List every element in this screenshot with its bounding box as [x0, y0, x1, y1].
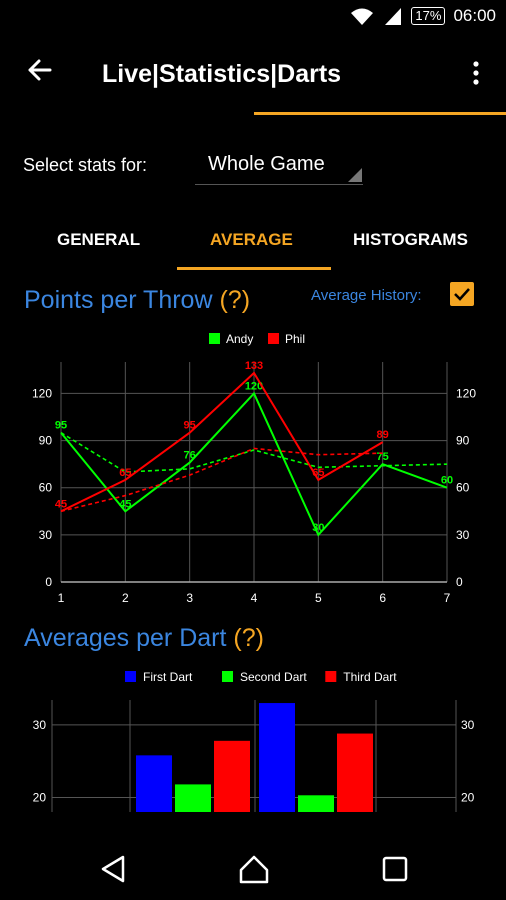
- bar-third-dart: [337, 733, 373, 812]
- data-label-phil: 89: [377, 429, 389, 441]
- app-bar: Live|Statistics|Darts: [0, 36, 506, 114]
- points-per-throw-help[interactable]: (?): [219, 286, 251, 314]
- battery-indicator: 17%: [411, 7, 446, 25]
- app-title: Live|Statistics|Darts: [102, 60, 342, 88]
- data-label-phil: 65: [312, 467, 324, 479]
- status-bar: 17% 06:00: [0, 0, 506, 36]
- legend-label-phil: Phil: [285, 332, 305, 346]
- y-tick-label-right: 60: [456, 481, 470, 495]
- legend-swatch-phil: [268, 333, 279, 344]
- averages-per-dart-chart: First Dart Second Dart Third Dart 20 20 30 30: [33, 670, 475, 812]
- x-tick-label: 1: [58, 591, 65, 605]
- data-label-andy: 95: [55, 420, 67, 432]
- app-bar-accent-line: [254, 112, 506, 115]
- back-arrow-icon[interactable]: [26, 58, 52, 82]
- bar-second-dart: [175, 784, 211, 812]
- data-label-phil: 95: [184, 420, 196, 432]
- average-history-checkbox[interactable]: [450, 282, 474, 306]
- series-line-andy: [60, 391, 448, 537]
- x-tick-label: 3: [186, 591, 193, 605]
- legend-swatch-second-dart: [222, 671, 233, 682]
- data-label-andy: 75: [377, 451, 389, 463]
- data-label-phil: 45: [55, 498, 67, 510]
- checkmark-icon: [454, 288, 470, 301]
- clock: 06:00: [453, 6, 496, 25]
- averages-per-dart-title: Averages per Dart (?): [24, 624, 264, 653]
- data-label-phil: 65: [119, 467, 131, 479]
- averages-per-dart-title-text: Averages per Dart: [24, 624, 227, 652]
- tab-average[interactable]: AVERAGE: [210, 230, 293, 249]
- x-tick-label: 7: [444, 591, 451, 605]
- y-tick-label-left: 30: [39, 528, 53, 542]
- y-tick-label-right: 90: [456, 434, 470, 448]
- y-tick-label-right: 20: [461, 790, 475, 804]
- nav-back-icon[interactable]: [99, 854, 127, 884]
- status-icons: 17% 06:00: [349, 6, 496, 26]
- x-tick-label: 4: [251, 591, 258, 605]
- data-label-andy: 30: [312, 522, 324, 534]
- legend-swatch-first-dart: [125, 671, 136, 682]
- data-label-andy: 60: [441, 475, 453, 487]
- signal-icon: [385, 8, 402, 25]
- x-tick-label: 6: [379, 591, 386, 605]
- legend-label-andy: Andy: [226, 332, 253, 346]
- points-per-throw-title-text: Points per Throw: [24, 286, 213, 314]
- points-per-throw-title: Points per Throw (?): [24, 286, 250, 315]
- select-stats-label: Select stats for:: [23, 155, 148, 175]
- bar-first-dart: [259, 703, 295, 812]
- series-line-phil: [60, 371, 384, 513]
- y-tick-label-left: 30: [33, 718, 47, 732]
- y-tick-label-left: 60: [39, 481, 53, 495]
- navigation-bar: [0, 836, 506, 900]
- y-tick-label-left: 20: [33, 790, 47, 804]
- series-average-line-phil: [60, 447, 383, 513]
- legend-label-first-dart: First Dart: [143, 670, 193, 684]
- tab-bar: GENERAL AVERAGE HISTOGRAMS: [0, 218, 506, 270]
- bar-third-dart: [214, 740, 250, 812]
- y-tick-label-right: 30: [461, 718, 475, 732]
- tab-indicator: [177, 267, 331, 270]
- tab-histograms[interactable]: HISTOGRAMS: [353, 230, 468, 249]
- averages-per-dart-help[interactable]: (?): [233, 624, 264, 652]
- legend-label-third-dart: Third Dart: [343, 670, 397, 684]
- average-history-label: Average History:: [311, 287, 422, 304]
- bar-second-dart: [298, 795, 334, 812]
- nav-recents-icon[interactable]: [381, 854, 409, 884]
- y-tick-label-left: 90: [39, 434, 53, 448]
- data-label-andy: 120: [245, 380, 263, 392]
- data-label-andy: 76: [184, 450, 196, 462]
- legend-swatch-andy: [209, 333, 220, 344]
- x-tick-label: 2: [122, 591, 129, 605]
- y-tick-label-left: 0: [45, 575, 52, 589]
- y-tick-label-right: 30: [456, 528, 470, 542]
- y-tick-label-right: 120: [456, 386, 476, 400]
- overflow-menu-icon[interactable]: [472, 60, 480, 86]
- tab-general[interactable]: GENERAL: [57, 230, 141, 249]
- data-label-andy: 45: [119, 498, 131, 510]
- select-stats-dropdown[interactable]: Whole Game: [208, 153, 325, 175]
- y-tick-label-left: 120: [32, 386, 52, 400]
- wifi-icon: [351, 8, 374, 25]
- nav-home-icon[interactable]: [238, 854, 270, 884]
- dropdown-corner-icon[interactable]: [348, 168, 362, 182]
- y-tick-label-right: 0: [456, 575, 463, 589]
- bar-first-dart: [136, 755, 172, 812]
- x-tick-label: 5: [315, 591, 322, 605]
- data-label-phil: 133: [245, 360, 263, 372]
- legend-label-second-dart: Second Dart: [240, 670, 307, 684]
- legend-swatch-third-dart: [325, 671, 337, 682]
- select-stats-row: Select stats for: Whole Game: [23, 150, 506, 185]
- dropdown-underline: [195, 184, 363, 185]
- series-average-line-andy: [60, 432, 448, 473]
